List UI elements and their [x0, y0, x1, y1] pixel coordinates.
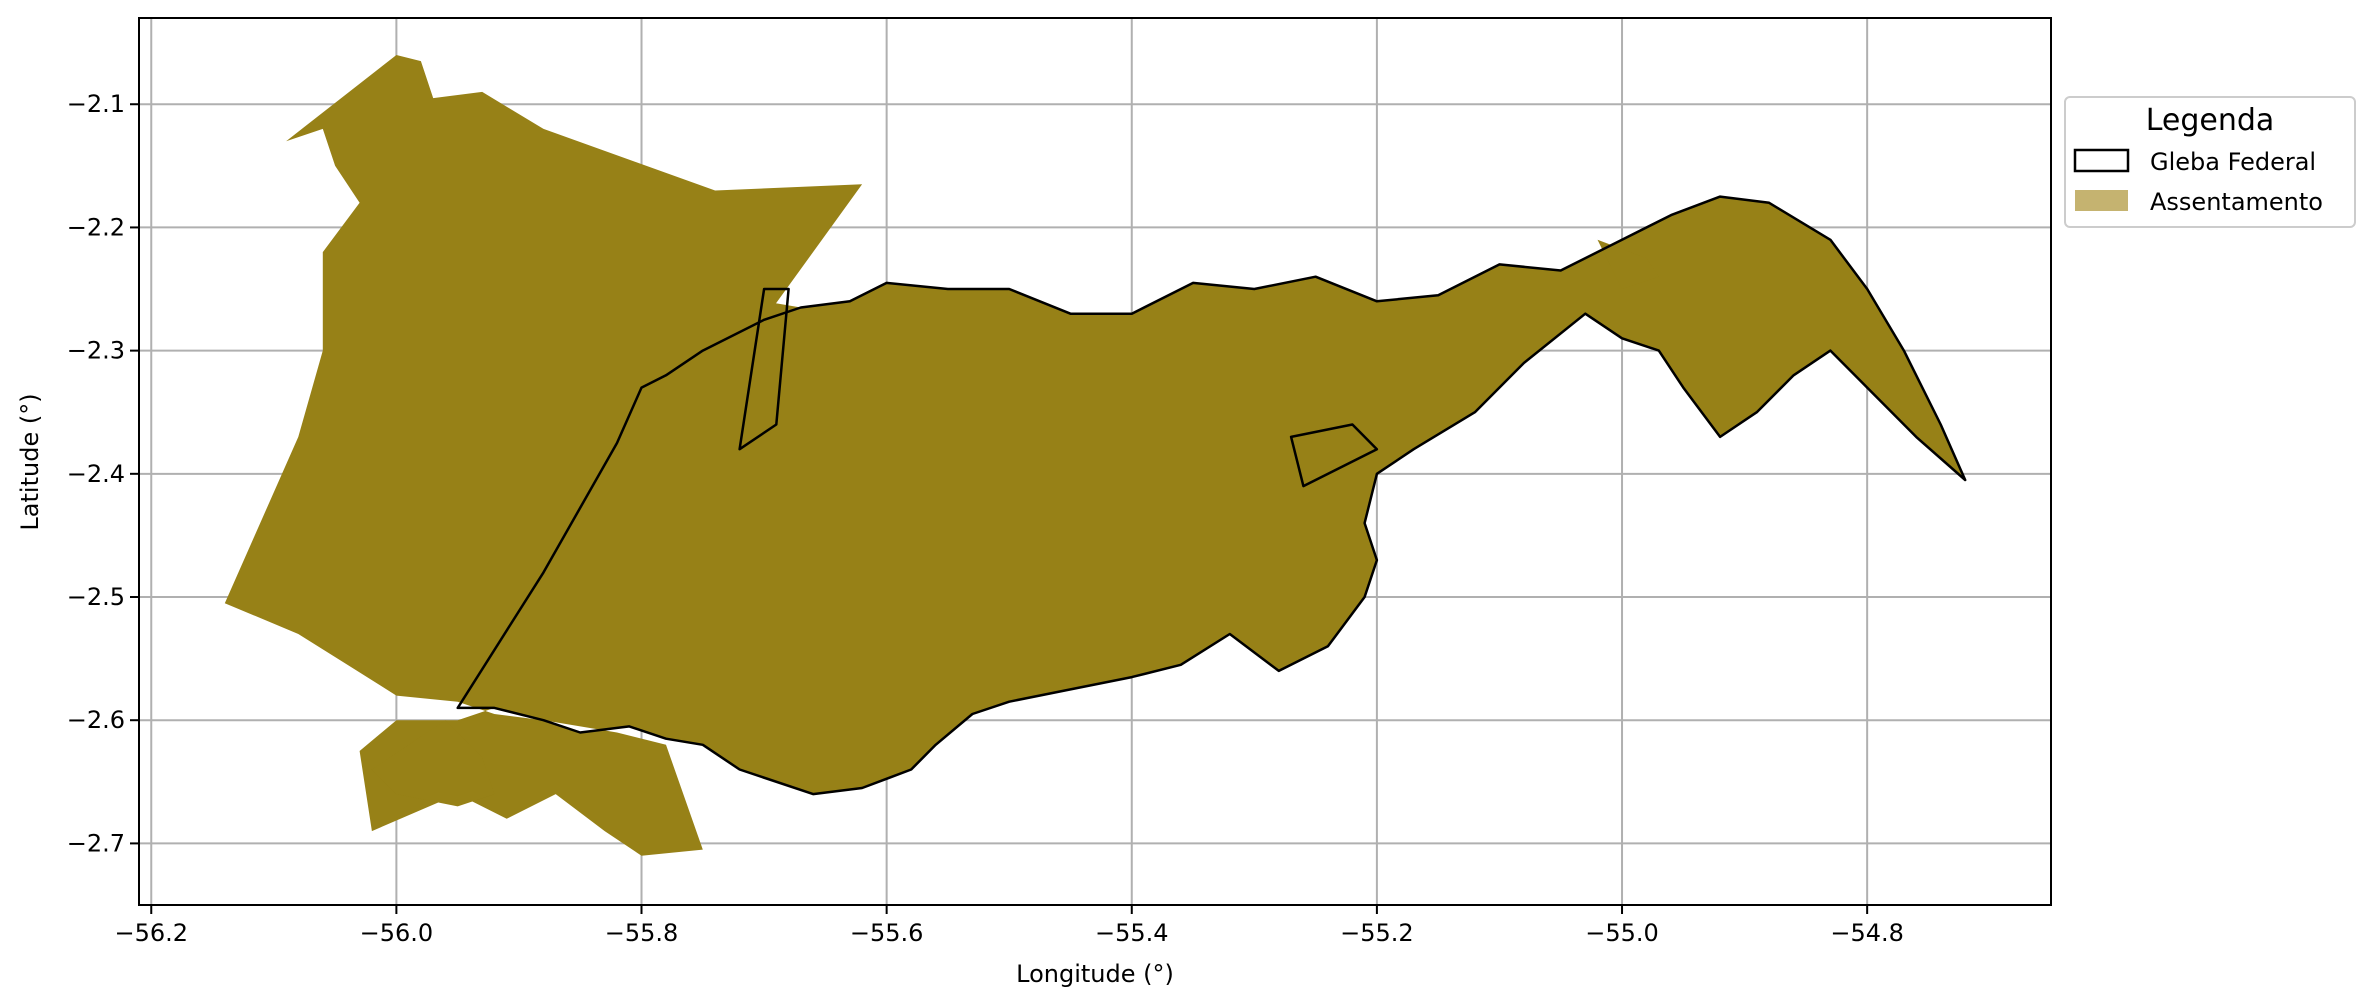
x-tick-label-1: −56.0: [360, 919, 434, 947]
y-tick-label-6: −2.7: [67, 829, 125, 857]
y-tick-label-4: −2.5: [67, 583, 125, 611]
x-tick-label-7: −54.8: [1830, 919, 1904, 947]
assentamento-polygon-0: [224, 55, 1966, 856]
x-tick-label-5: −55.2: [1340, 919, 1414, 947]
axis-ticks: −56.2 −56.0 −55.8 −55.6 −55.4 −55.2 −55.0 −54.8…: [67, 90, 1904, 947]
map-layers: [224, 55, 1967, 856]
legend-label-gleba-federal: Gleba Federal: [2150, 148, 2316, 176]
assentamento-polygon-2: [1597, 239, 1659, 289]
legend: Legenda Gleba Federal Assentamento: [2064, 96, 2356, 228]
y-tick-label-0: −2.1: [67, 90, 125, 118]
y-tick-label-5: −2.6: [67, 706, 125, 734]
x-tick-label-3: −55.6: [850, 919, 924, 947]
y-tick-label-2: −2.3: [67, 337, 125, 365]
plot-frame: [138, 17, 2052, 906]
legend-label-assentamento: Assentamento: [2150, 188, 2323, 216]
x-tick-label-4: −55.4: [1095, 919, 1169, 947]
gleba-federal-polygon-1: [738, 287, 790, 451]
x-tick-label-0: −56.2: [114, 919, 188, 947]
gleba-federal-polygon-2: [1289, 423, 1379, 488]
x-axis-title: Longitude (°): [1016, 960, 1174, 988]
legend-swatch-assentamento: [2075, 190, 2128, 211]
assentamento-polygon-1: [371, 720, 495, 807]
legend-swatch-gleba-federal: [2073, 148, 2130, 173]
gleba-federal-polygon-0: [456, 195, 1967, 796]
legend-title: Legenda: [2146, 103, 2275, 138]
y-tick-label-1: −2.2: [67, 213, 125, 241]
x-tick-label-2: −55.8: [605, 919, 679, 947]
x-tick-label-6: −55.0: [1585, 919, 1659, 947]
y-tick-label-3: −2.4: [67, 460, 125, 488]
legend-frame: [2064, 96, 2356, 228]
y-axis-title: Latitude (°): [16, 393, 44, 530]
